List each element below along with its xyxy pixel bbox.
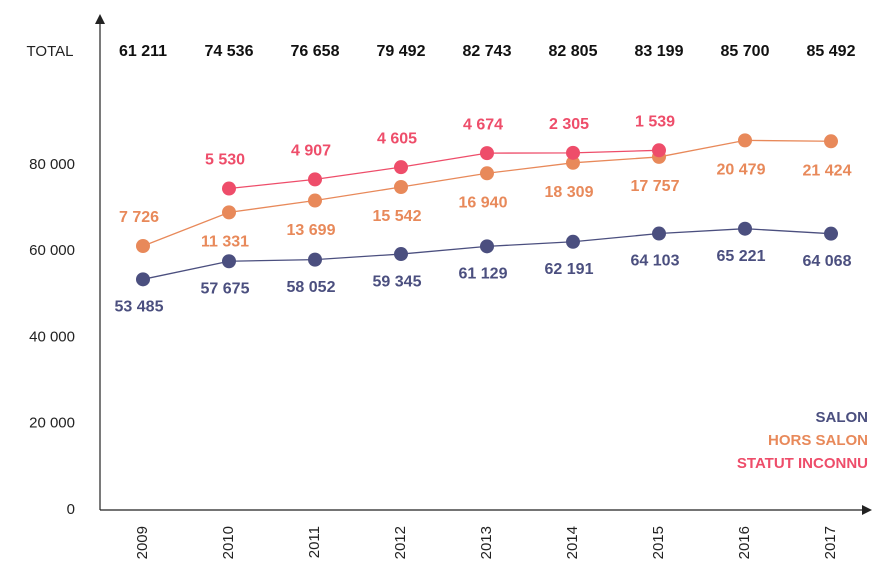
point [652, 226, 666, 241]
point [308, 193, 322, 208]
total-label: 85 492 [807, 43, 856, 60]
value-label: 7 726 [119, 209, 159, 226]
value-label: 5 530 [205, 152, 245, 169]
value-label: 61 129 [459, 266, 508, 283]
y-tick-label: 80 000 [29, 156, 75, 173]
value-label: 20 479 [717, 162, 766, 179]
point [136, 238, 150, 253]
y-tick-label: 60 000 [29, 242, 75, 259]
total-label: 85 700 [721, 43, 770, 60]
point [136, 272, 150, 287]
point [480, 239, 494, 254]
total-label: 76 658 [291, 43, 340, 60]
x-tick-label: 2013 [478, 526, 495, 559]
x-tick-label: 2012 [392, 526, 409, 559]
point [480, 146, 494, 161]
x-tick-label: 2017 [822, 526, 839, 559]
x-tick-label: 2011 [306, 526, 323, 558]
value-label: 57 675 [201, 280, 250, 297]
value-label: 64 103 [631, 253, 680, 270]
point [222, 181, 236, 196]
x-axis-arrow [862, 505, 872, 515]
series-line [228, 149, 660, 190]
legend-label: STATUT INCONNU [737, 455, 868, 472]
x-tick-label: 2009 [134, 526, 151, 559]
total-label: 82 805 [549, 43, 598, 60]
x-tick-label: 2010 [220, 526, 237, 559]
value-label: 2 305 [549, 116, 589, 133]
legend-label: SALON [816, 409, 869, 426]
point [222, 205, 236, 220]
total-label: 79 492 [377, 43, 426, 60]
point [738, 133, 752, 148]
value-label: 17 757 [631, 178, 680, 195]
total-label: 61 211 [119, 43, 167, 60]
y-tick-label: 20 000 [29, 415, 75, 432]
value-label: 58 052 [287, 279, 336, 296]
total-label: 83 199 [635, 43, 684, 60]
x-tick-label: 2014 [564, 526, 581, 559]
value-label: 21 424 [803, 162, 852, 179]
value-label: 1 539 [635, 114, 675, 131]
point [566, 155, 580, 170]
point [222, 254, 236, 269]
x-tick-label: 2016 [736, 526, 753, 559]
totals-label: TOTAL [27, 43, 74, 60]
point [308, 252, 322, 267]
point [394, 247, 408, 262]
point [566, 145, 580, 160]
point [738, 221, 752, 236]
point [652, 143, 666, 158]
y-tick-label: 0 [67, 501, 75, 518]
value-label: 18 309 [545, 184, 594, 201]
value-label: 11 331 [201, 234, 249, 251]
value-label: 59 345 [373, 273, 422, 290]
value-label: 16 940 [459, 195, 508, 212]
value-label: 65 221 [717, 248, 766, 265]
value-label: 53 485 [115, 299, 164, 316]
legend-label: HORS SALON [768, 432, 868, 449]
value-label: 15 542 [373, 208, 422, 225]
value-label: 62 191 [545, 261, 594, 278]
point [824, 134, 838, 149]
value-label: 13 699 [287, 222, 336, 239]
value-label: 64 068 [803, 253, 852, 270]
y-tick-label: 40 000 [29, 328, 75, 345]
point [566, 234, 580, 249]
value-label: 4 605 [377, 130, 417, 147]
y-axis-arrow [95, 14, 105, 24]
total-label: 74 536 [205, 43, 254, 60]
x-tick-label: 2015 [650, 526, 667, 559]
value-label: 4 907 [291, 143, 331, 160]
point [480, 166, 494, 181]
point [824, 226, 838, 241]
total-label: 82 743 [463, 43, 512, 60]
point [394, 180, 408, 195]
point [394, 160, 408, 175]
point [308, 172, 322, 187]
value-label: 4 674 [463, 116, 503, 133]
